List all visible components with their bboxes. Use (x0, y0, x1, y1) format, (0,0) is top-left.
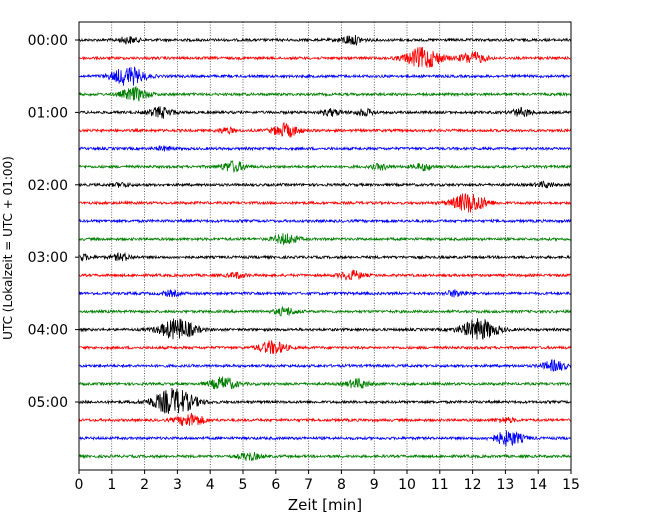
y-tick-label: 00:00 (28, 33, 68, 49)
x-axis-ticks: 0 1 2 3 4 5 6 7 8 9 10 11 12 13 14 15 (75, 470, 580, 493)
trace-line (78, 160, 572, 174)
x-tick-label: 11 (431, 477, 449, 493)
trace-line (78, 218, 572, 224)
trace-line (78, 430, 572, 447)
seismic-traces (78, 34, 572, 462)
y-axis-ticks: 00:00 01:00 02:00 03:00 04:00 05:00 (28, 33, 79, 411)
trace-line (78, 451, 572, 462)
grid-lines (111, 22, 539, 470)
x-tick-label: 3 (173, 477, 182, 493)
trace-line (78, 180, 572, 189)
trace-line (78, 46, 572, 68)
y-tick-label: 02:00 (28, 178, 68, 194)
y-tick-label: 01:00 (28, 105, 68, 121)
trace-line (78, 305, 572, 317)
trace-line (78, 269, 572, 281)
trace-line (78, 233, 572, 246)
trace-line (78, 121, 572, 138)
trace-line (78, 318, 572, 340)
x-tick-label: 4 (206, 477, 215, 493)
x-tick-label: 5 (239, 477, 248, 493)
trace-line (78, 387, 572, 414)
trace-line (78, 288, 572, 298)
trace-line (78, 192, 572, 213)
trace-line (78, 106, 572, 119)
x-tick-label: 8 (337, 477, 346, 493)
x-tick-label: 0 (75, 477, 84, 493)
trace-line (78, 359, 572, 372)
trace-line (78, 412, 572, 426)
plot-frame (78, 21, 572, 471)
x-tick-label: 1 (107, 477, 116, 493)
x-tick-label: 6 (271, 477, 280, 493)
x-tick-label: 10 (398, 477, 416, 493)
trace-line (78, 144, 572, 152)
x-axis-label: Zeit [min] (288, 496, 362, 514)
trace-line (78, 34, 572, 47)
y-axis-label: UTC (Lokalzeit = UTC + 01:00) (1, 156, 15, 340)
x-tick-label: 12 (464, 477, 482, 493)
x-tick-label: 2 (140, 477, 149, 493)
trace-line (78, 251, 572, 262)
y-tick-label: 05:00 (28, 395, 68, 411)
x-tick-label: 7 (304, 477, 313, 493)
x-tick-label: 15 (562, 477, 580, 493)
trace-line (78, 66, 572, 86)
trace-line (78, 340, 572, 355)
x-tick-label: 14 (529, 477, 547, 493)
y-tick-label: 03:00 (28, 250, 68, 266)
trace-line (78, 376, 572, 390)
trace-line (78, 85, 572, 102)
x-tick-label: 9 (370, 477, 379, 493)
y-tick-label: 04:00 (28, 323, 68, 339)
x-tick-label: 13 (496, 477, 514, 493)
